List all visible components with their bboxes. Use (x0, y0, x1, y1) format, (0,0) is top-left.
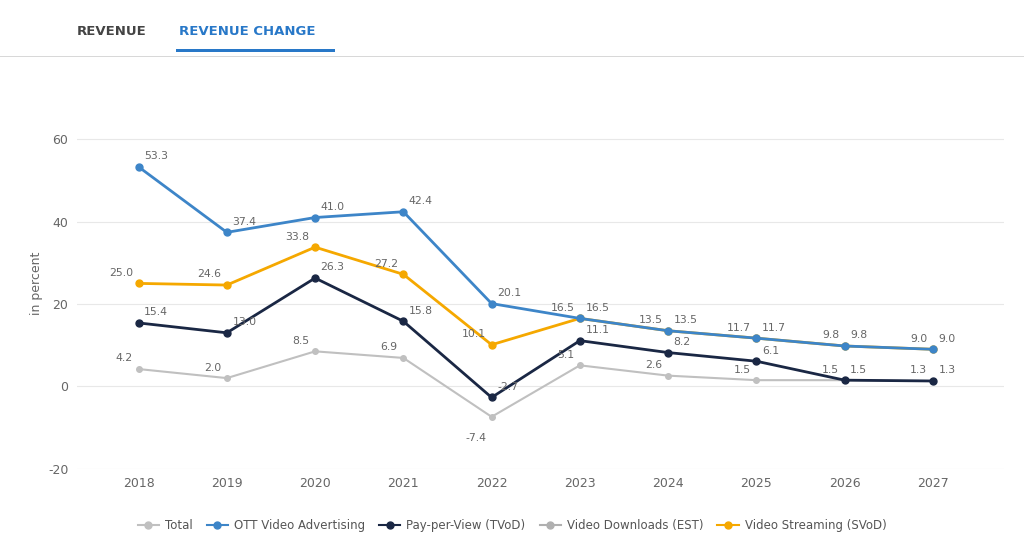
Text: 37.4: 37.4 (232, 217, 256, 227)
Text: 6.9: 6.9 (381, 342, 397, 353)
Text: 13.5: 13.5 (674, 315, 697, 325)
Text: -2.7: -2.7 (498, 382, 518, 392)
Text: REVENUE: REVENUE (77, 25, 146, 38)
Text: 42.4: 42.4 (409, 196, 433, 206)
Text: 2.6: 2.6 (645, 360, 663, 370)
Text: 26.3: 26.3 (321, 263, 345, 272)
Text: 11.7: 11.7 (762, 323, 786, 332)
Text: 53.3: 53.3 (144, 152, 168, 161)
Text: 9.8: 9.8 (822, 330, 839, 341)
Text: 15.4: 15.4 (144, 307, 168, 317)
Text: -7.4: -7.4 (465, 433, 486, 444)
Text: 9.0: 9.0 (910, 334, 928, 344)
Text: 13.0: 13.0 (232, 317, 257, 327)
Text: 9.8: 9.8 (850, 330, 867, 341)
Text: 16.5: 16.5 (550, 303, 574, 313)
Text: 8.5: 8.5 (293, 336, 309, 346)
Text: 15.8: 15.8 (409, 306, 433, 316)
Text: 9.0: 9.0 (938, 334, 955, 344)
Text: 25.0: 25.0 (109, 268, 133, 278)
Text: 10.1: 10.1 (462, 329, 486, 339)
Text: 8.2: 8.2 (674, 337, 691, 347)
Text: 1.3: 1.3 (910, 366, 928, 376)
Text: 33.8: 33.8 (286, 232, 309, 241)
Text: REVENUE CHANGE: REVENUE CHANGE (179, 25, 315, 38)
Text: 1.5: 1.5 (822, 365, 839, 374)
Text: 5.1: 5.1 (557, 350, 574, 360)
Text: 1.3: 1.3 (938, 366, 955, 376)
Text: 1.5: 1.5 (850, 365, 867, 374)
Text: 2.0: 2.0 (204, 362, 221, 373)
Text: 20.1: 20.1 (498, 288, 521, 298)
Legend: Total, OTT Video Advertising, Pay-per-View (TVoD), Video Downloads (EST), Video : Total, OTT Video Advertising, Pay-per-Vi… (133, 514, 891, 536)
Text: 27.2: 27.2 (374, 259, 397, 269)
Text: 24.6: 24.6 (198, 269, 221, 280)
Text: 16.5: 16.5 (586, 303, 609, 313)
Text: 41.0: 41.0 (321, 202, 345, 212)
Text: 11.1: 11.1 (586, 325, 609, 335)
Y-axis label: in percent: in percent (30, 252, 43, 315)
Text: 1.5: 1.5 (734, 365, 751, 374)
Text: 4.2: 4.2 (116, 354, 133, 364)
Text: 11.7: 11.7 (727, 323, 751, 332)
Text: 6.1: 6.1 (762, 346, 779, 356)
Text: 13.5: 13.5 (639, 315, 663, 325)
